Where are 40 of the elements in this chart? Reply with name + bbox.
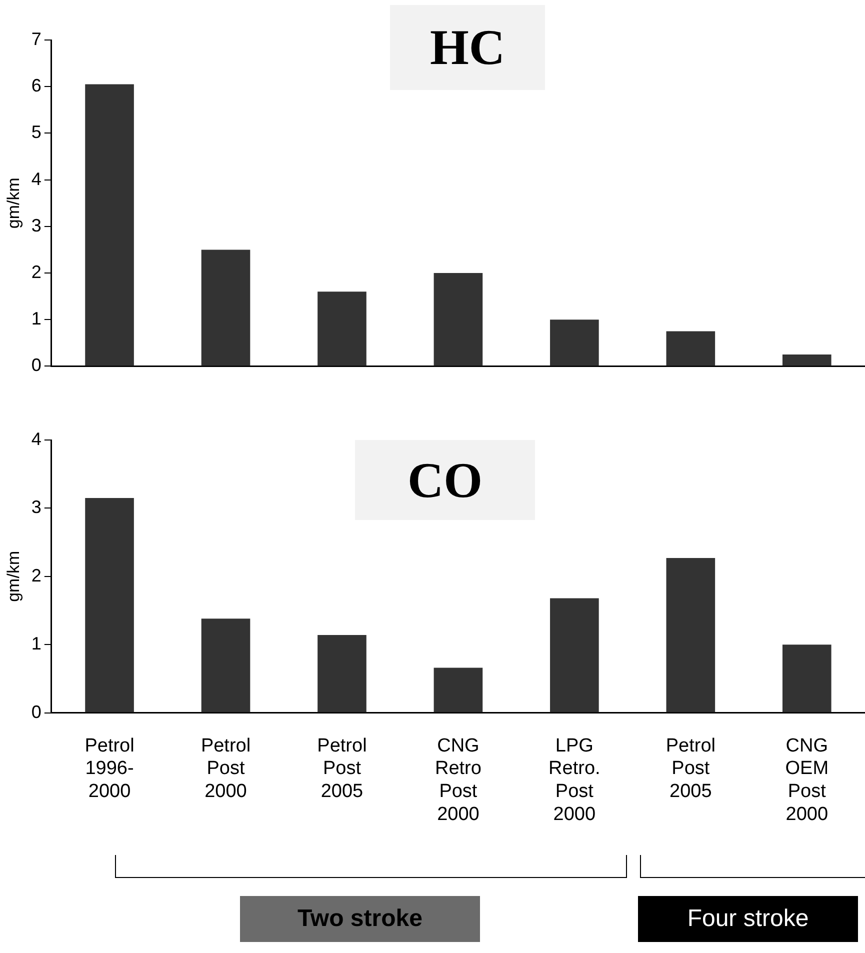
bar	[318, 635, 366, 712]
bar	[550, 598, 599, 712]
x-tick-label: CNG Retro Post 2000	[434, 735, 482, 825]
x-tick-label: Petrol Post 2005	[666, 735, 716, 802]
y-tick-label: 3	[31, 497, 42, 518]
bar	[201, 250, 250, 366]
bar	[550, 320, 599, 366]
bar	[85, 84, 134, 366]
bar	[666, 331, 716, 366]
bar	[782, 644, 832, 712]
y-tick-label: 5	[31, 122, 42, 142]
y-tick-label: 4	[31, 428, 42, 449]
y-tick-label: 1	[31, 308, 42, 329]
bar	[318, 292, 366, 366]
y-tick-label: 1	[31, 634, 42, 654]
bar	[434, 668, 483, 712]
y-tick-label: 4	[31, 168, 42, 189]
y-tick-label: 7	[31, 28, 42, 49]
x-tick-label: Petrol 1996- 2000	[84, 735, 134, 802]
x-tick-label: CNG OEM Post 2000	[785, 735, 829, 825]
bar	[666, 558, 716, 712]
y-tick-label: 0	[31, 702, 42, 722]
x-tick-label: LPG Retro. Post 2000	[548, 735, 600, 825]
chart-title: CO	[355, 440, 535, 520]
y-tick-label: 2	[31, 262, 42, 282]
y-tick-label: 2	[31, 565, 42, 586]
y-axis-title: gm/km	[4, 550, 23, 602]
y-axis-title: gm/km	[4, 178, 23, 229]
y-tick-label: 0	[31, 355, 42, 376]
text: Two stroke	[240, 896, 480, 942]
text: Four stroke	[638, 896, 858, 942]
bar	[85, 498, 134, 712]
y-tick-label: 6	[31, 76, 42, 96]
bar	[201, 618, 250, 712]
bar	[434, 273, 483, 366]
x-tick-label: Petrol Post 2005	[317, 735, 367, 802]
chart-title: HC	[390, 5, 545, 90]
bar	[782, 354, 832, 366]
x-tick-label: Petrol Post 2000	[200, 735, 251, 802]
y-tick-label: 3	[31, 215, 42, 236]
